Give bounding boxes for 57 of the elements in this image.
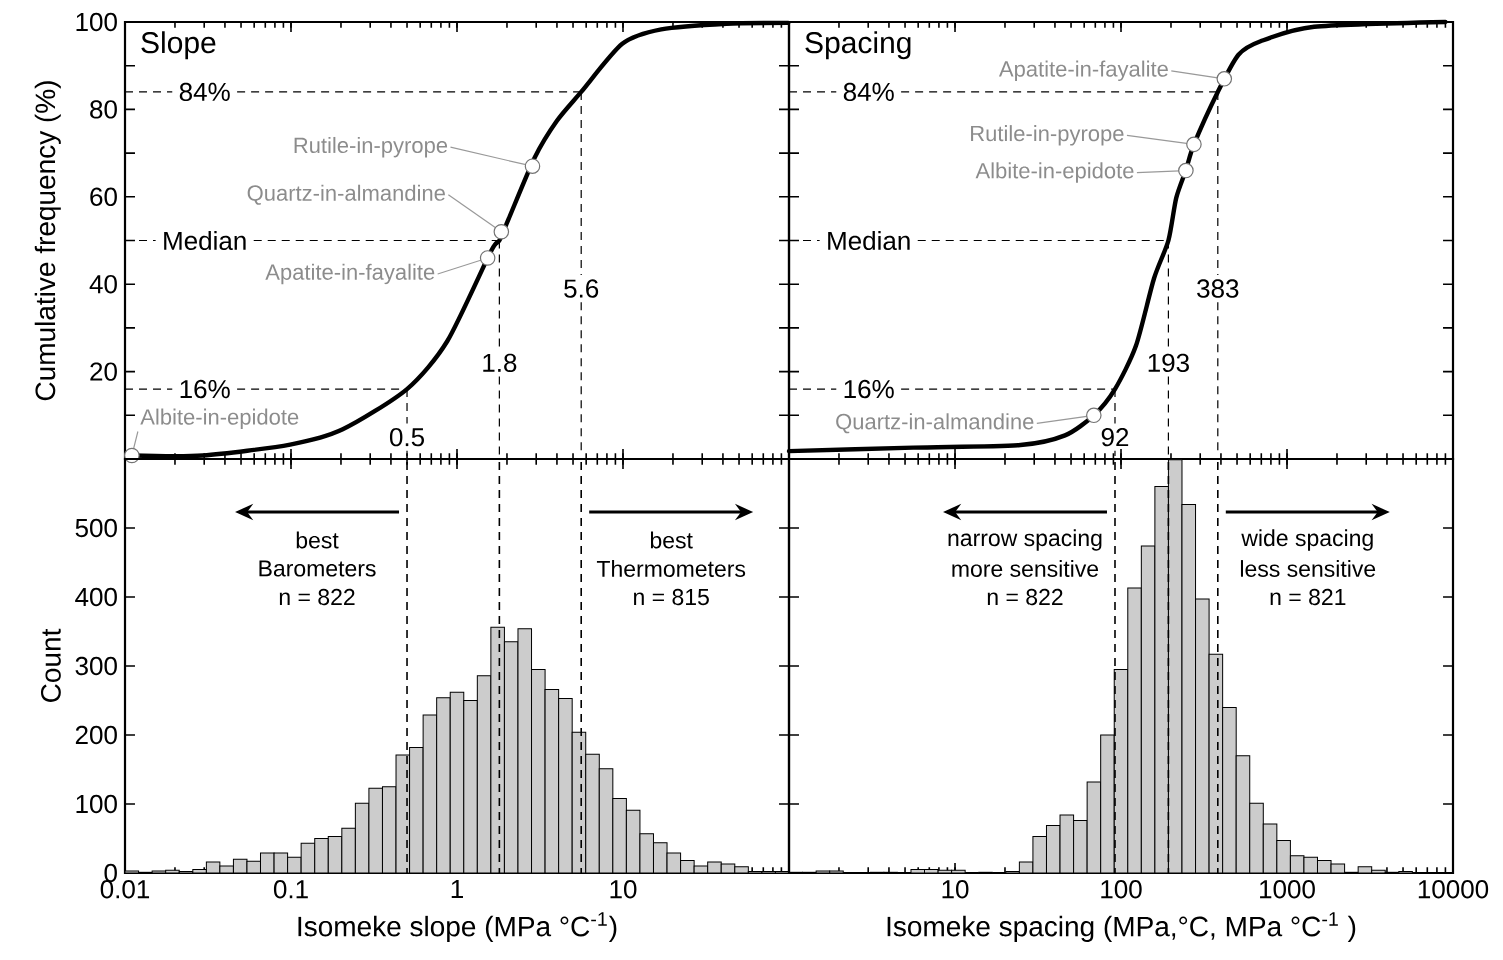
chart-title: Slope bbox=[141, 31, 216, 60]
annotation: narrow spacing bbox=[948, 529, 1102, 551]
y-axis-title: Count bbox=[40, 628, 61, 702]
ref-line-label: 84% bbox=[843, 82, 894, 102]
annotation: Quartz-in-almandine bbox=[836, 413, 1034, 434]
x-tick-label: 0.1 bbox=[273, 880, 308, 899]
x-tick-label: 100 bbox=[1101, 880, 1142, 899]
annotation: best bbox=[296, 531, 339, 549]
ref-line-label: 16% bbox=[844, 379, 894, 399]
ref-line-label: 0.5 bbox=[389, 427, 424, 447]
x-tick-label: 10 bbox=[942, 880, 969, 899]
annotation: less sensitive bbox=[1240, 560, 1376, 577]
annotation: Rutile-in-pyrope bbox=[971, 125, 1124, 146]
ref-line-label: 92 bbox=[1101, 427, 1129, 447]
x-axis-title: Isomeke spacing (MPa,°C, MPa °C$^{-1}$ ) bbox=[887, 912, 1356, 942]
annotation: Barometers bbox=[259, 560, 376, 577]
y-tick-label: 40 bbox=[89, 274, 117, 294]
y-tick-label: 300 bbox=[75, 656, 117, 676]
annotation: wide spacing bbox=[1241, 529, 1373, 551]
annotation: n = 822 bbox=[279, 588, 355, 606]
x-tick-label: 1000 bbox=[1260, 880, 1315, 899]
ref-line-label: 84% bbox=[179, 82, 230, 102]
x-tick-label: 10 bbox=[610, 880, 637, 899]
y-tick-label: 0 bbox=[104, 863, 117, 883]
annotation: Apatite-in-fayalite bbox=[265, 263, 435, 285]
y-tick-label: 60 bbox=[90, 187, 117, 206]
annotation: Albite-in-epidote bbox=[140, 408, 299, 430]
y-axis-title: Cumulative frequency (%) bbox=[34, 81, 61, 401]
annotation: n = 822 bbox=[987, 588, 1063, 606]
annotation: n = 815 bbox=[634, 588, 709, 606]
ref-line-label: 1.8 bbox=[483, 353, 517, 373]
annotation: Rutile-in-pyrope bbox=[294, 136, 448, 158]
chart-title: Spacing bbox=[805, 31, 911, 60]
y-tick-label: 100 bbox=[76, 12, 117, 32]
annotation: Quartz-in-almandine bbox=[247, 184, 445, 205]
y-tick-label: 400 bbox=[75, 587, 117, 607]
annotation: Thermometers bbox=[596, 560, 746, 577]
x-tick-label: 10000 bbox=[1418, 880, 1489, 899]
ref-line-label: 383 bbox=[1197, 279, 1239, 298]
y-tick-label: 500 bbox=[75, 518, 117, 538]
ref-line-label: 5.6 bbox=[564, 279, 599, 298]
y-tick-label: 80 bbox=[90, 100, 117, 119]
ref-line-label: 16% bbox=[180, 379, 230, 399]
annotation: n = 821 bbox=[1270, 588, 1346, 606]
ref-line-label: Median bbox=[828, 230, 910, 251]
y-tick-label: 100 bbox=[76, 794, 117, 814]
ref-line-label: 193 bbox=[1148, 353, 1189, 373]
x-tick-label: 1 bbox=[451, 880, 463, 898]
y-tick-label: 20 bbox=[90, 362, 117, 381]
annotation: more sensitive bbox=[952, 560, 1099, 577]
x-axis-title: Isomeke slope (MPa °C$^{-1}$) bbox=[298, 912, 617, 942]
x-tick-label: 0.01 bbox=[100, 880, 150, 899]
annotation: Apatite-in-fayalite bbox=[998, 60, 1168, 82]
ref-line-label: Median bbox=[164, 230, 246, 251]
y-tick-label: 200 bbox=[75, 725, 117, 745]
annotation: best bbox=[650, 531, 693, 549]
annotation: Albite-in-epidote bbox=[975, 162, 1134, 183]
